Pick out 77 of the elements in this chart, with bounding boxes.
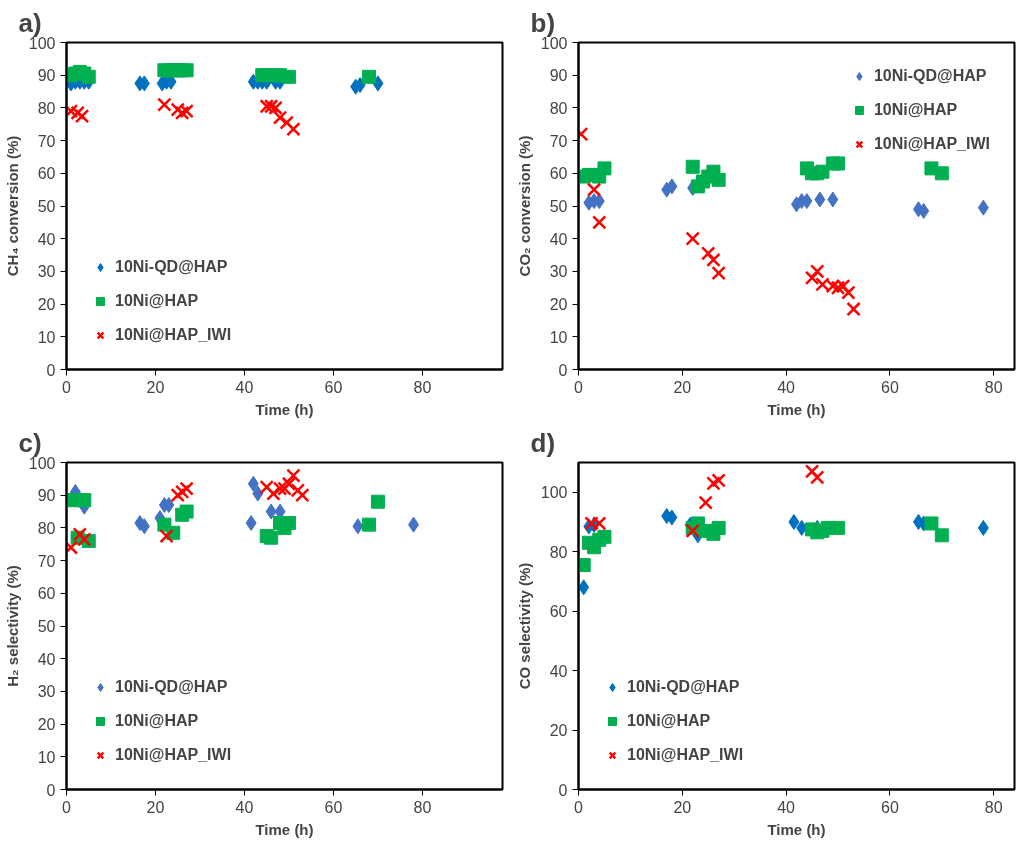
legend-label: 10Ni-QD@HAP [873, 67, 987, 85]
y-tick-label: 50 [37, 618, 56, 635]
x-tick-label: 60 [881, 798, 899, 816]
y-tick-label: 60 [37, 585, 56, 603]
x-tick-label: 80 [984, 798, 1003, 816]
x-tick-label: 20 [673, 798, 692, 816]
x-tick-label: 60 [881, 378, 899, 396]
y-tick-label: 90 [37, 67, 56, 85]
y-tick-label: 0 [558, 361, 568, 379]
y-tick-label: 40 [37, 650, 56, 668]
x-tick-label: 20 [673, 378, 692, 396]
y-tick-label: 20 [549, 296, 568, 314]
y-axis-title: H₂ selectivity (%) [3, 565, 21, 687]
y-tick-label: 10 [37, 748, 56, 766]
legend-label: 10Ni@HAP_IWI [115, 326, 232, 344]
y-tick-label: 60 [37, 165, 56, 183]
y-tick-label: 80 [549, 99, 568, 117]
x-tick-label: 40 [777, 798, 796, 816]
y-tick-label: 50 [549, 198, 568, 215]
x-tick-label: 0 [62, 798, 72, 816]
y-axis-title: CO₂ conversion (%) [515, 135, 533, 277]
x-tick-label: 80 [413, 798, 432, 816]
x-tick-label: 60 [324, 378, 343, 396]
legend-label: 10Ni@HAP [873, 101, 958, 119]
x-tick-label: 80 [413, 378, 432, 396]
y-tick-label: 60 [549, 603, 568, 621]
legend-label: 10Ni@HAP_IWI [115, 746, 232, 764]
y-tick-label: 10 [549, 328, 568, 346]
y-tick-label: 70 [37, 552, 56, 570]
y-tick-label: 20 [549, 722, 568, 740]
x-tick-label: 0 [574, 378, 584, 396]
y-axis-title: CO selectivity (%) [515, 562, 533, 690]
legend-label: 10Ni-QD@HAP [115, 258, 228, 276]
chart-title: d) [530, 427, 556, 458]
legend-label: 10Ni-QD@HAP [115, 678, 228, 696]
y-tick-label: 70 [37, 132, 56, 150]
legend-label: 10Ni@HAP [115, 712, 199, 730]
y-tick-label: 30 [37, 263, 56, 281]
y-tick-label: 50 [37, 198, 56, 215]
x-tick-label: 0 [574, 798, 584, 816]
y-tick-label: 0 [558, 781, 568, 799]
y-tick-label: 40 [37, 230, 56, 248]
y-tick-label: 0 [46, 361, 56, 379]
x-axis-title: Time (h) [255, 820, 314, 838]
legend-label: 10Ni@HAP_IWI [873, 135, 990, 153]
y-tick-label: 10 [37, 328, 56, 346]
y-tick-label: 80 [37, 519, 56, 537]
y-tick-label: 30 [549, 263, 568, 281]
legend-label: 10Ni@HAP [115, 292, 199, 310]
y-tick-label: 100 [540, 484, 568, 502]
legend-label: 10Ni@HAP [627, 712, 711, 730]
x-tick-label: 60 [324, 798, 343, 816]
x-tick-label: 40 [235, 378, 254, 396]
x-tick-label: 40 [235, 798, 254, 816]
y-tick-label: 40 [549, 662, 568, 680]
legend-label: 10Ni@HAP_IWI [627, 746, 744, 764]
y-tick-label: 80 [37, 99, 56, 117]
y-axis-title: CH₄ conversion (%) [3, 135, 21, 277]
y-tick-label: 60 [549, 165, 568, 183]
y-tick-label: 20 [37, 716, 56, 734]
legend-label: 10Ni-QD@HAP [627, 678, 740, 696]
y-tick-label: 90 [37, 487, 56, 505]
x-tick-label: 80 [984, 378, 1003, 396]
x-tick-label: 20 [146, 798, 165, 816]
y-tick-label: 70 [549, 132, 568, 150]
y-tick-label: 0 [46, 781, 56, 799]
x-tick-label: 20 [146, 378, 165, 396]
x-tick-label: 0 [62, 378, 72, 396]
y-tick-label: 40 [549, 230, 568, 248]
x-axis-title: Time (h) [255, 400, 314, 418]
y-tick-label: 90 [549, 67, 568, 85]
x-axis-title: Time (h) [767, 820, 826, 838]
x-tick-label: 40 [777, 378, 796, 396]
x-axis-title: Time (h) [767, 400, 826, 418]
y-tick-label: 80 [549, 543, 568, 561]
y-tick-label: 30 [37, 683, 56, 701]
y-tick-label: 20 [37, 296, 56, 314]
